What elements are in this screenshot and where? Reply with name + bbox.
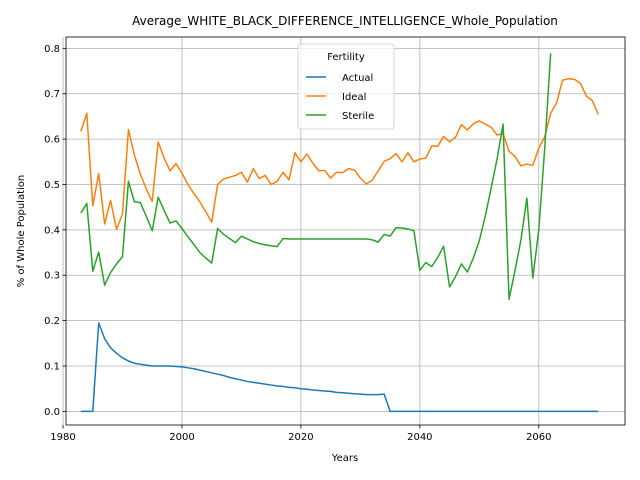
legend: Fertility Actual Ideal Sterile <box>297 43 395 130</box>
legend-box <box>297 43 395 130</box>
series-layer <box>80 53 599 413</box>
x-tick-label: 1980 <box>50 432 75 443</box>
y-tick-label: 0.2 <box>44 316 60 327</box>
y-axis-label: % of Whole Population <box>16 175 27 288</box>
x-axis: 1980 2000 2020 2040 2060 <box>50 425 551 443</box>
x-tick-label: 2040 <box>407 432 432 443</box>
plot-frame <box>65 36 626 426</box>
y-axis: 0.0 0.1 0.2 0.3 0.4 0.5 0.6 0.7 0.8 <box>44 44 66 418</box>
y-tick-label: 0.1 <box>44 362 60 373</box>
x-tick-label: 2060 <box>526 432 551 443</box>
legend-entries: Actual Ideal Sterile <box>306 73 374 122</box>
x-axis-label: Years <box>331 453 358 464</box>
series-line-ideal <box>80 78 599 231</box>
y-tick-label: 0.6 <box>44 135 60 146</box>
legend-label-actual: Actual <box>342 73 373 84</box>
y-tick-label: 0.3 <box>44 271 60 282</box>
legend-label-ideal: Ideal <box>342 92 366 103</box>
series-line-sterile <box>80 53 552 301</box>
series-line-actual <box>80 322 599 413</box>
y-tick-label: 0.8 <box>44 44 60 55</box>
legend-title: Fertility <box>327 52 365 63</box>
y-tick-label: 0.4 <box>44 225 60 236</box>
y-tick-label: 0.0 <box>44 407 60 418</box>
x-tick-label: 2000 <box>169 432 194 443</box>
y-tick-label: 0.5 <box>44 180 60 191</box>
chart-title: Average_WHITE_BLACK_DIFFERENCE_INTELLIGE… <box>132 14 558 28</box>
legend-label-sterile: Sterile <box>342 111 374 122</box>
x-tick-label: 2020 <box>288 432 313 443</box>
y-tick-label: 0.7 <box>44 89 60 100</box>
